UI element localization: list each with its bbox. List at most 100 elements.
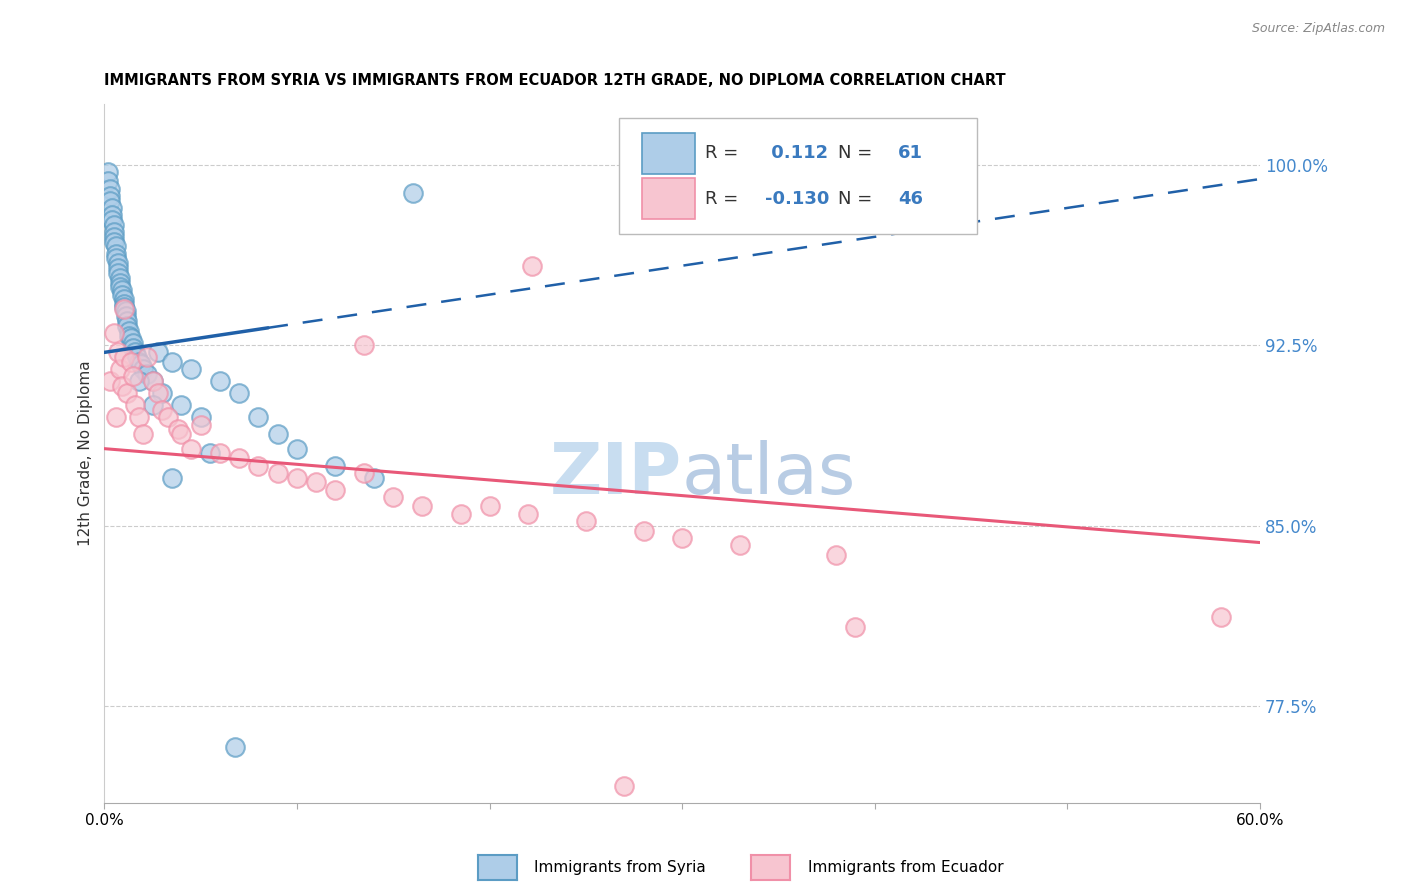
Point <box>180 362 202 376</box>
Point <box>104 246 127 260</box>
Point <box>104 239 127 253</box>
Point <box>671 531 693 545</box>
Point <box>103 229 125 244</box>
Point <box>228 386 250 401</box>
Point <box>112 293 135 307</box>
Point <box>124 345 146 359</box>
Point <box>108 276 131 290</box>
Point <box>103 326 125 340</box>
Point <box>114 310 136 324</box>
FancyBboxPatch shape <box>641 133 695 174</box>
Point <box>107 261 129 276</box>
Point <box>120 355 142 369</box>
Point <box>107 345 129 359</box>
Point <box>190 410 212 425</box>
Point <box>104 252 127 266</box>
Point <box>382 490 405 504</box>
FancyBboxPatch shape <box>641 178 695 219</box>
Y-axis label: 12th Grade, No Diploma: 12th Grade, No Diploma <box>79 360 93 546</box>
Point <box>575 514 598 528</box>
Point <box>120 331 142 345</box>
Text: Source: ZipAtlas.com: Source: ZipAtlas.com <box>1251 22 1385 36</box>
Point <box>127 350 149 364</box>
Point <box>363 470 385 484</box>
Point <box>118 328 141 343</box>
Point <box>132 362 155 376</box>
Point <box>190 417 212 432</box>
Point <box>728 538 751 552</box>
Point <box>520 259 543 273</box>
Point <box>613 779 636 793</box>
Point <box>150 386 173 401</box>
Point <box>180 442 202 456</box>
Point <box>141 374 163 388</box>
Point <box>267 427 290 442</box>
Point <box>112 297 135 311</box>
Text: atlas: atlas <box>682 440 856 509</box>
Point <box>124 398 146 412</box>
Point <box>112 350 135 364</box>
Point <box>1211 610 1233 624</box>
Point <box>101 201 124 215</box>
Text: 0.112: 0.112 <box>765 145 828 162</box>
Text: -0.130: -0.130 <box>765 190 830 208</box>
Point <box>825 548 848 562</box>
Point <box>148 345 170 359</box>
Text: 46: 46 <box>898 190 924 208</box>
Text: R =: R = <box>706 145 744 162</box>
Point <box>104 410 127 425</box>
Point <box>132 427 155 442</box>
Point <box>135 350 157 364</box>
Point <box>247 410 270 425</box>
Point <box>170 427 193 442</box>
Text: 61: 61 <box>898 145 924 162</box>
Point <box>98 182 121 196</box>
Point <box>633 524 655 538</box>
FancyBboxPatch shape <box>619 119 977 234</box>
Point <box>117 386 139 401</box>
Text: R =: R = <box>706 190 744 208</box>
Point <box>247 458 270 473</box>
Text: Immigrants from Ecuador: Immigrants from Ecuador <box>808 860 1004 874</box>
Point <box>353 338 375 352</box>
Point <box>98 189 121 203</box>
Point <box>450 507 472 521</box>
Point <box>141 398 163 412</box>
Point <box>122 335 145 350</box>
Point <box>160 470 183 484</box>
Point <box>111 379 134 393</box>
Point <box>103 225 125 239</box>
Text: N =: N = <box>838 145 879 162</box>
Point <box>844 620 866 634</box>
Text: N =: N = <box>838 190 879 208</box>
Point <box>111 287 134 301</box>
Point <box>107 256 129 270</box>
Point <box>478 500 501 514</box>
Point <box>285 470 308 484</box>
Point <box>98 374 121 388</box>
Point <box>135 367 157 381</box>
Point <box>170 398 193 412</box>
Point <box>108 280 131 294</box>
Point <box>517 507 540 521</box>
Point <box>112 301 135 316</box>
Point <box>118 324 141 338</box>
Text: ZIP: ZIP <box>550 440 682 509</box>
Point <box>128 355 150 369</box>
Point <box>108 362 131 376</box>
Point <box>411 500 433 514</box>
Point <box>122 341 145 355</box>
Point <box>208 446 231 460</box>
Point <box>150 403 173 417</box>
Point <box>353 466 375 480</box>
Point <box>101 213 124 227</box>
Point <box>103 235 125 249</box>
Point <box>166 422 188 436</box>
Point <box>267 466 290 480</box>
Point <box>101 208 124 222</box>
Point <box>117 318 139 333</box>
Point <box>108 270 131 285</box>
Point <box>122 369 145 384</box>
Point <box>285 442 308 456</box>
Text: Immigrants from Syria: Immigrants from Syria <box>534 860 706 874</box>
